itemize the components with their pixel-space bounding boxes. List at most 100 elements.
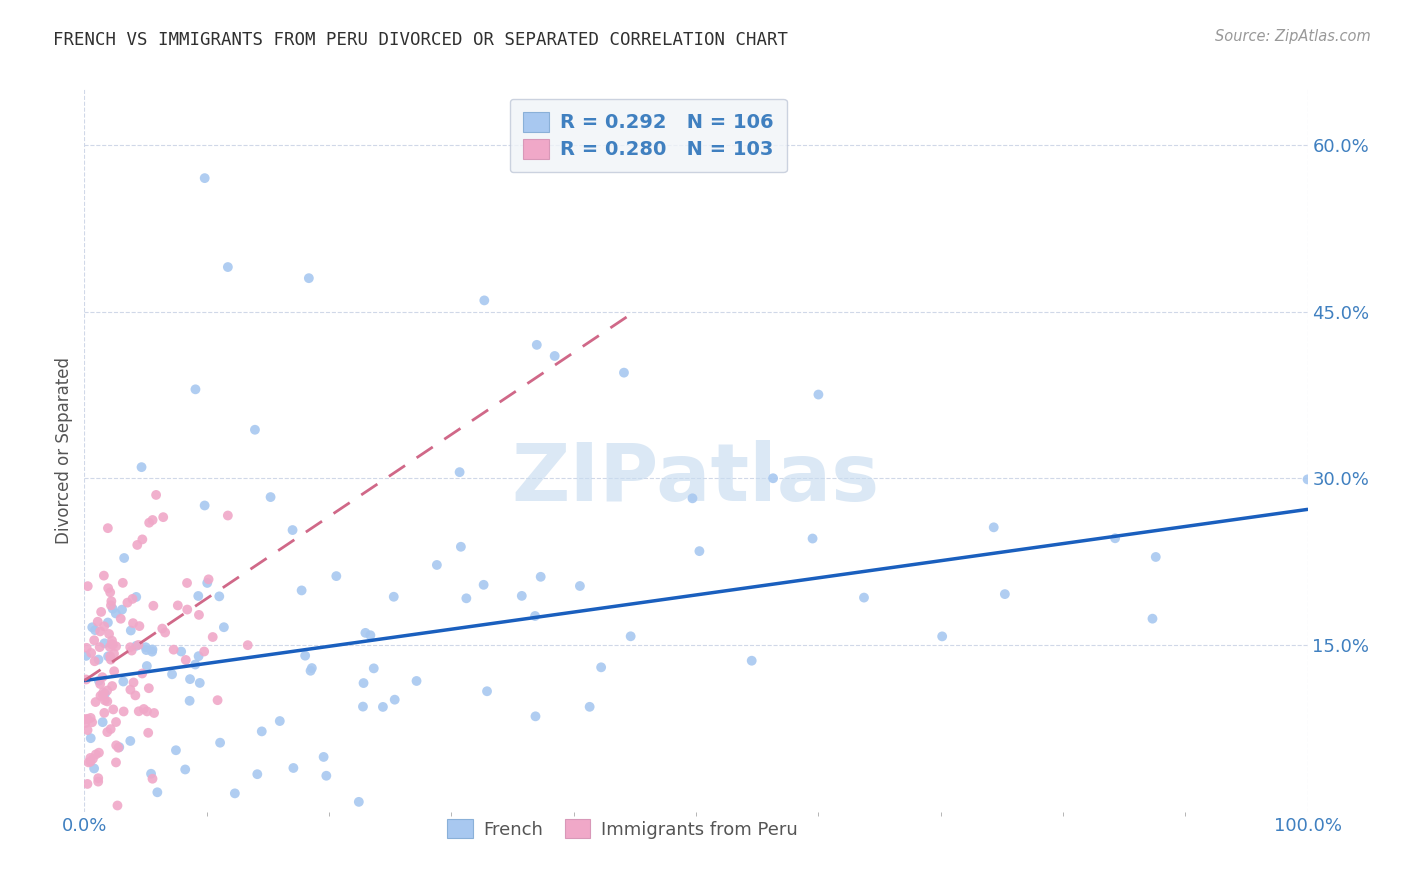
Point (94, 687, 117, 701)
Point (89, 689, 111, 703)
Point (138, 681, 160, 696)
Point (352, 699, 374, 714)
Point (83, 633, 105, 648)
Point (93, 706, 115, 720)
Point (174, 763, 197, 777)
Point (312, 750, 335, 764)
Point (98, 649, 121, 664)
Point (131, 460, 153, 475)
Point (91, 670, 114, 684)
Point (994, 587, 1017, 601)
Point (475, 684, 498, 698)
Point (141, 645, 163, 659)
Point (187, 649, 209, 664)
Point (73, 712, 96, 726)
Point (283, 761, 305, 775)
Point (96, 725, 118, 739)
Point (101, 633, 124, 648)
Point (145, 488, 167, 502)
Point (98, 627, 121, 641)
Point (363, 661, 385, 675)
Point (107, 798, 129, 813)
Point (120, 734, 142, 748)
Point (174, 653, 197, 667)
Point (188, 676, 211, 690)
Point (450, 540, 472, 554)
Point (93, 568, 115, 582)
Point (124, 689, 146, 703)
Point (104, 607, 127, 621)
Point (82, 752, 104, 766)
Point (112, 705, 135, 719)
Point (184, 382, 207, 396)
Point (194, 171, 217, 186)
Point (298, 271, 321, 285)
Point (456, 591, 478, 606)
Point (103, 647, 125, 661)
Point (250, 724, 273, 739)
Point (84, 695, 107, 709)
Point (105, 756, 128, 770)
Point (136, 726, 159, 740)
Point (103, 702, 125, 716)
Point (741, 654, 763, 668)
Point (259, 490, 281, 504)
Point (91, 715, 114, 730)
Point (80, 731, 103, 746)
Point (76, 579, 98, 593)
Point (97, 649, 120, 664)
Point (79, 711, 101, 725)
Point (212, 620, 235, 634)
Point (87, 615, 110, 629)
Point (353, 676, 375, 690)
Point (294, 648, 316, 663)
Point (299, 664, 322, 678)
Point (105, 714, 128, 729)
Point (170, 644, 193, 658)
Point (382, 590, 405, 604)
Point (176, 602, 198, 616)
Point (122, 616, 145, 631)
Point (79, 751, 101, 765)
Point (100, 599, 122, 613)
Point (142, 513, 165, 527)
Point (224, 786, 246, 800)
Point (187, 589, 209, 603)
Point (108, 740, 131, 755)
Point (179, 694, 201, 708)
Point (93, 636, 115, 650)
Point (165, 743, 187, 757)
Point (110, 612, 132, 626)
Point (524, 709, 547, 723)
Point (84, 747, 107, 762)
Point (195, 576, 218, 591)
Point (112, 674, 135, 689)
Point (246, 767, 269, 781)
Point (75, 716, 97, 731)
Point (269, 714, 291, 728)
Point (166, 599, 188, 613)
Point (76, 640, 98, 655)
Point (84, 623, 107, 637)
Text: ZIPatlas: ZIPatlas (512, 441, 880, 518)
Point (121, 643, 143, 657)
Point (101, 679, 124, 693)
Point (179, 672, 201, 686)
Point (236, 638, 259, 652)
Point (100, 637, 122, 651)
Point (426, 558, 449, 572)
Point (620, 629, 643, 643)
Point (135, 643, 157, 657)
Point (208, 590, 231, 604)
Point (371, 700, 394, 714)
Point (184, 657, 207, 672)
Point (87, 774, 110, 789)
Point (530, 570, 553, 584)
Point (89, 640, 111, 654)
Point (75, 673, 97, 687)
Point (160, 667, 183, 681)
Point (120, 682, 142, 697)
Point (89, 677, 111, 691)
Point (76, 777, 98, 791)
Point (152, 510, 174, 524)
